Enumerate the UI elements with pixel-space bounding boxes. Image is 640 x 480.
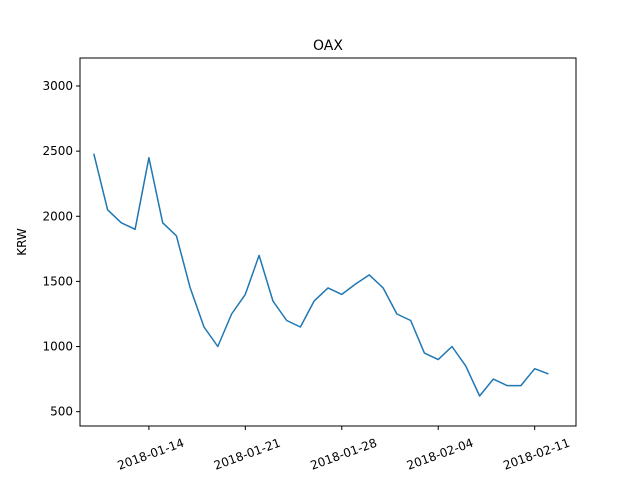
- y-tick-label: 500: [50, 405, 73, 419]
- y-tick-label: 1500: [42, 274, 73, 288]
- y-tick-label: 1000: [42, 340, 73, 354]
- y-tick-label: 3000: [42, 79, 73, 93]
- chart-title: OAX: [313, 38, 343, 54]
- y-tick-label: 2000: [42, 209, 73, 223]
- plot-frame: [79, 57, 577, 427]
- y-axis-label: KRW: [15, 228, 29, 256]
- line-series: [93, 153, 549, 397]
- y-tick-label: 2500: [42, 144, 73, 158]
